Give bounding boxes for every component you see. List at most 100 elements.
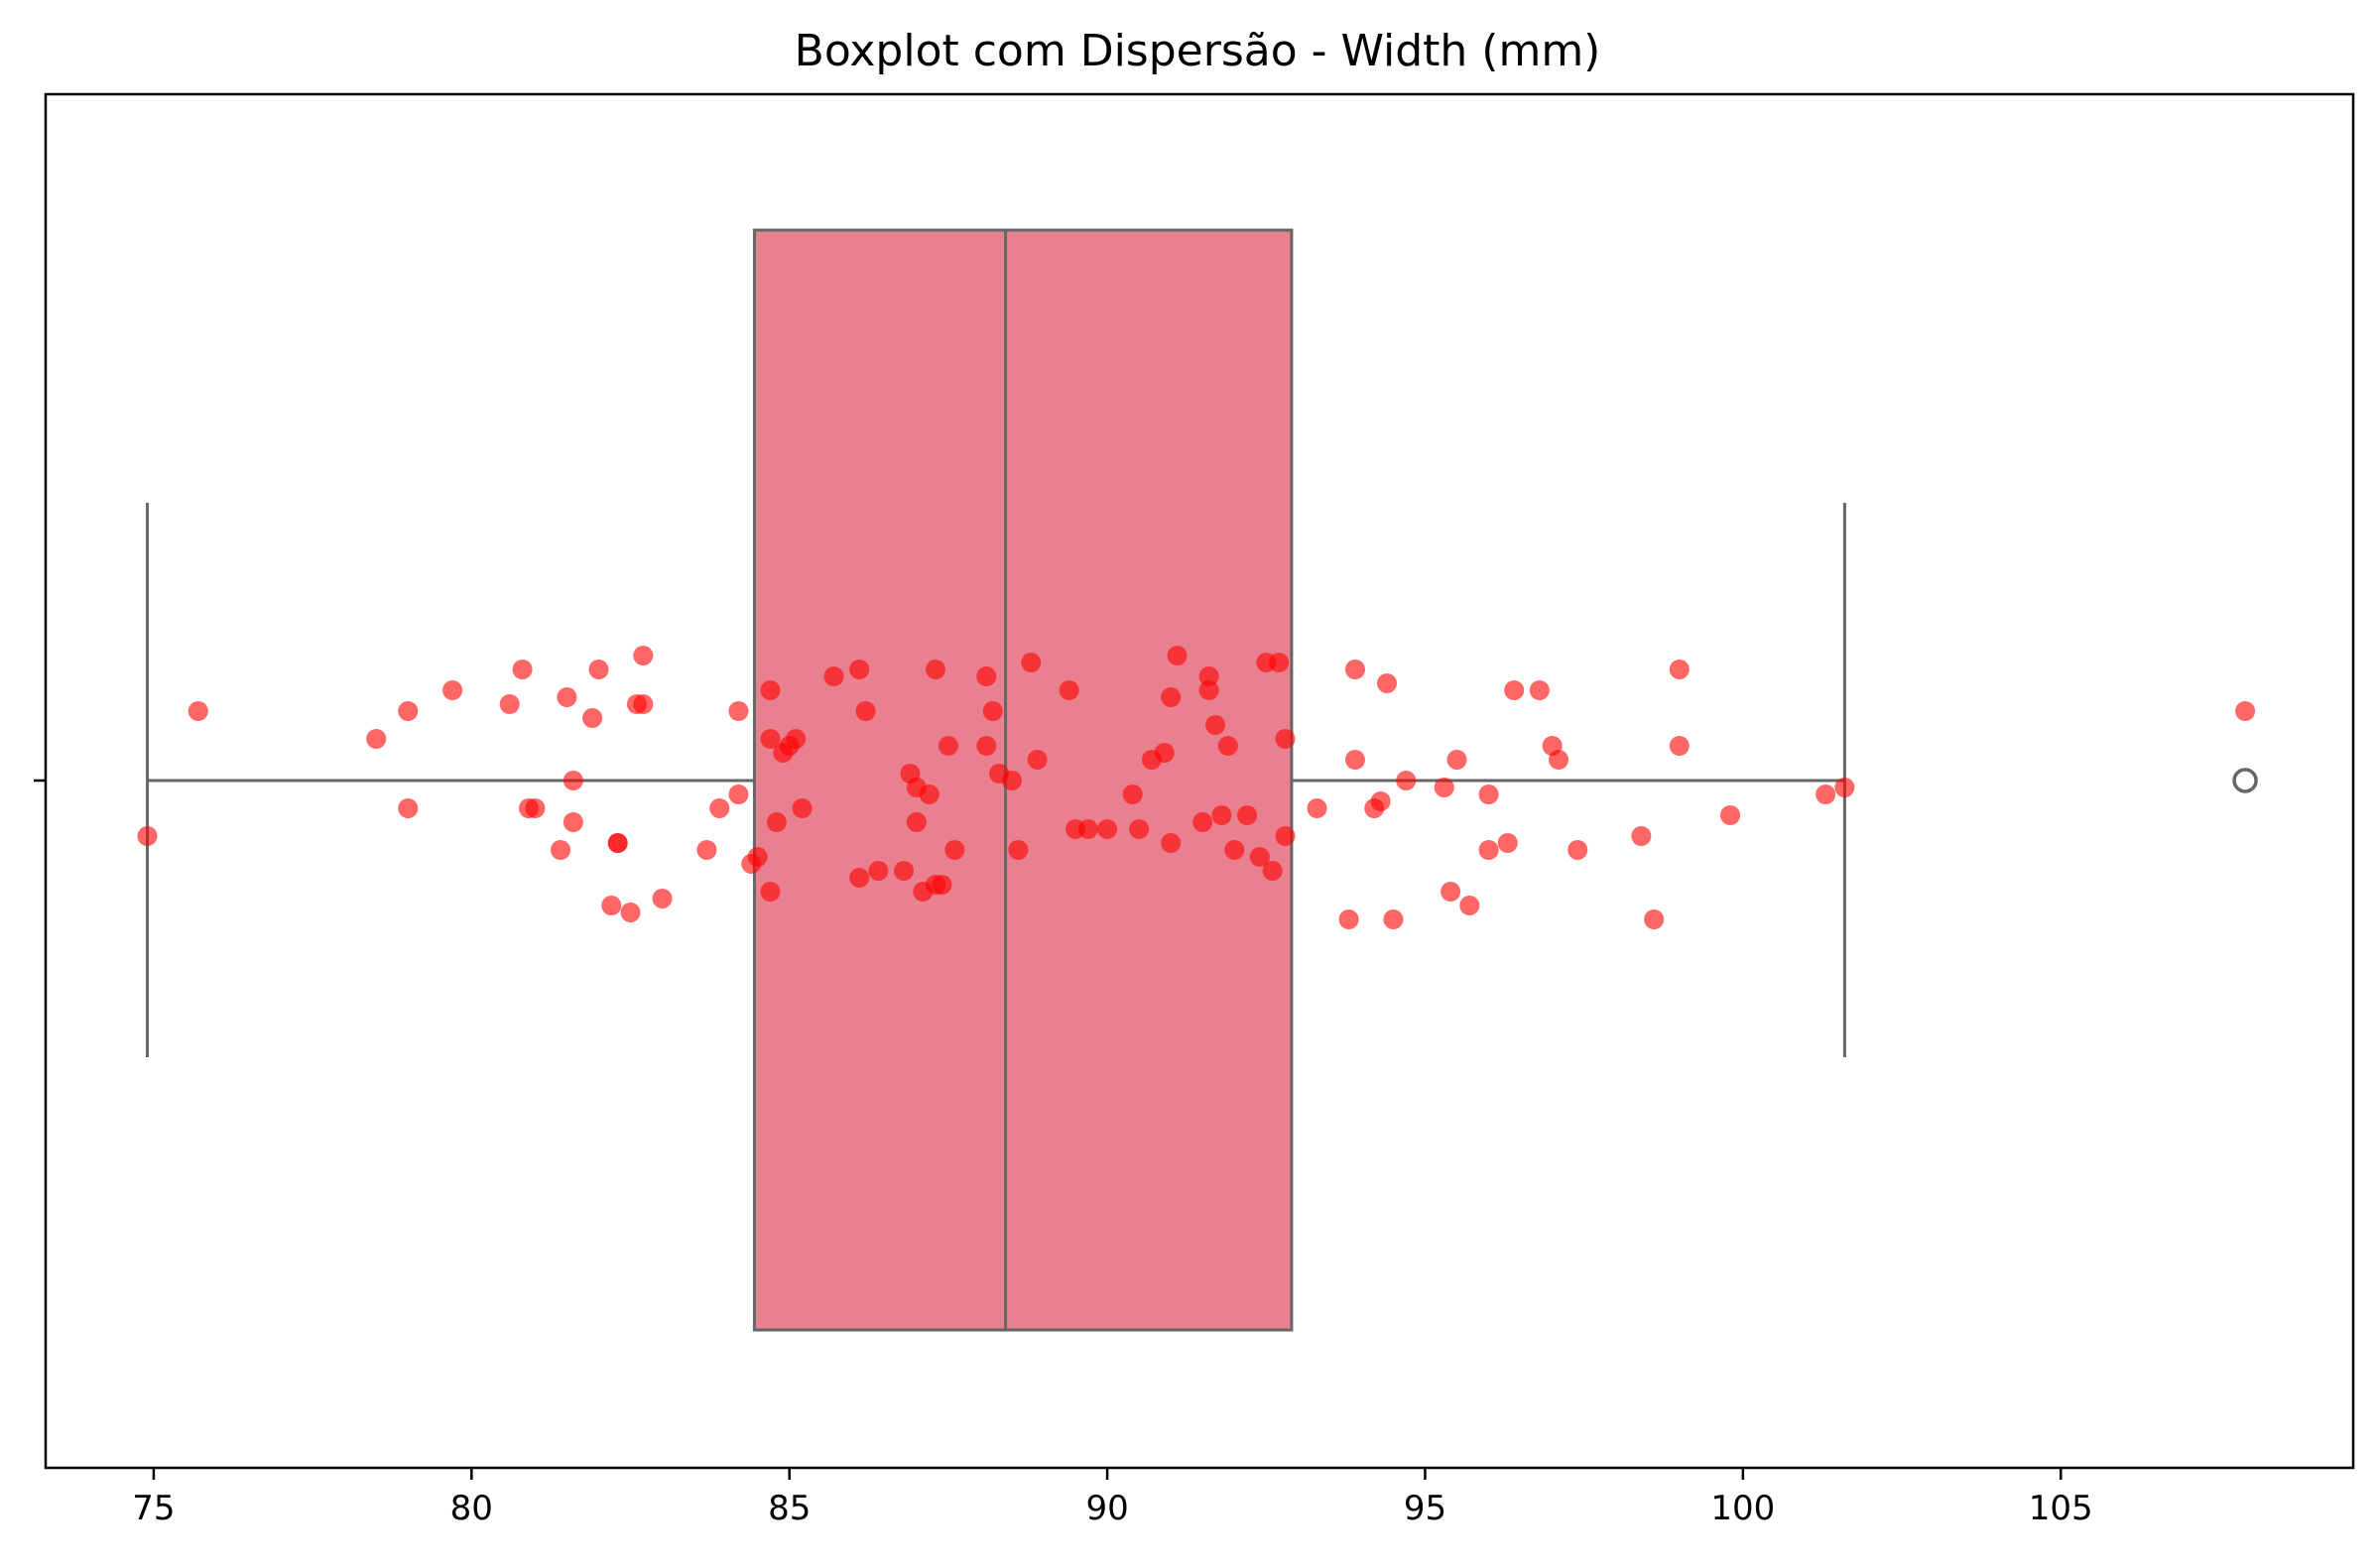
scatter-point bbox=[1192, 812, 1213, 832]
scatter-point bbox=[747, 847, 768, 867]
scatter-point bbox=[1129, 819, 1150, 839]
scatter-point bbox=[976, 736, 997, 756]
scatter-point bbox=[855, 701, 876, 721]
scatter-point bbox=[1161, 687, 1182, 707]
plot-layer bbox=[146, 228, 2258, 1332]
scatter-point bbox=[1249, 847, 1270, 867]
scatter-point bbox=[1497, 833, 1518, 853]
scatter-point bbox=[588, 660, 609, 679]
scatter-point bbox=[563, 812, 583, 832]
scatter-point bbox=[944, 840, 965, 860]
x-tick-label: 80 bbox=[450, 1489, 493, 1528]
scatter-point bbox=[1446, 750, 1467, 770]
scatter-point bbox=[582, 708, 603, 728]
scatter-point bbox=[906, 812, 927, 832]
scatter-point bbox=[1154, 743, 1175, 763]
scatter-point bbox=[1720, 805, 1741, 825]
scatter-point bbox=[1504, 680, 1525, 700]
iqr-box bbox=[752, 228, 1294, 1332]
scatter-point bbox=[1008, 840, 1029, 860]
scatter-point bbox=[1097, 819, 1118, 839]
scatter-point bbox=[366, 729, 387, 749]
scatter-point bbox=[551, 840, 571, 860]
scatter-point bbox=[1021, 653, 1042, 672]
scatter-point bbox=[1205, 715, 1226, 735]
scatter-point bbox=[932, 875, 952, 895]
scatter-point bbox=[607, 833, 628, 853]
scatter-point bbox=[823, 666, 844, 686]
scatter-point bbox=[938, 736, 958, 756]
x-tick-label: 85 bbox=[768, 1489, 811, 1528]
scatter-point bbox=[1370, 791, 1391, 811]
scatter-point bbox=[728, 701, 749, 721]
x-tick-label: 100 bbox=[1710, 1489, 1775, 1528]
scatter-point bbox=[1275, 826, 1296, 846]
scatter-point bbox=[696, 840, 717, 860]
scatter-point bbox=[1383, 909, 1404, 929]
scatter-point bbox=[1344, 660, 1365, 679]
scatter-point bbox=[652, 889, 673, 908]
scatter-point bbox=[1237, 805, 1258, 825]
outlier-marker bbox=[2232, 768, 2258, 793]
scatter-point bbox=[1001, 771, 1022, 790]
scatter-point bbox=[1198, 680, 1219, 700]
scatter-point bbox=[1307, 798, 1327, 818]
scatter-point bbox=[1396, 771, 1417, 790]
scatter-point bbox=[442, 680, 463, 700]
scatter-point bbox=[1434, 778, 1454, 797]
scatter-point bbox=[1059, 680, 1079, 700]
scatter-point bbox=[760, 680, 781, 700]
scatter-point bbox=[868, 861, 889, 881]
scatter-point bbox=[926, 660, 946, 679]
x-axis: 75 80 85 90 95 100 105 bbox=[34, 779, 2093, 1528]
x-tick-label: 75 bbox=[132, 1489, 175, 1528]
scatter-point bbox=[633, 694, 654, 714]
scatter-point bbox=[557, 687, 577, 707]
scatter-point bbox=[1459, 896, 1480, 915]
scatter-point bbox=[982, 701, 1003, 721]
scatter-point bbox=[1211, 805, 1232, 825]
scatter-point bbox=[766, 812, 787, 832]
scatter-point bbox=[398, 701, 419, 721]
scatter-point bbox=[512, 660, 533, 679]
scatter-point bbox=[398, 798, 419, 818]
chart-title: Boxplot com Dispersão - Width (mm) bbox=[795, 26, 1601, 76]
scatter-point bbox=[499, 694, 520, 714]
scatter-point bbox=[1549, 750, 1569, 770]
scatter-point bbox=[1122, 784, 1143, 804]
x-tick-label: 105 bbox=[2029, 1489, 2093, 1528]
scatter-point bbox=[137, 826, 158, 846]
scatter-point bbox=[1161, 833, 1182, 853]
scatter-point bbox=[1027, 750, 1048, 770]
scatter-point bbox=[1441, 882, 1461, 902]
scatter-point bbox=[1567, 840, 1588, 860]
scatter-point bbox=[1224, 840, 1245, 860]
scatter-point bbox=[1217, 736, 1238, 756]
scatter-point bbox=[525, 798, 546, 818]
scatter-point bbox=[760, 729, 781, 749]
scatter-point bbox=[1077, 819, 1098, 839]
scatter-point bbox=[1834, 778, 1855, 797]
scatter-point bbox=[792, 798, 813, 818]
scatter-point bbox=[1669, 736, 1690, 756]
scatter-point bbox=[1269, 653, 1290, 672]
scatter-point bbox=[709, 798, 730, 818]
scatter-point bbox=[188, 701, 208, 721]
scatter-point bbox=[1275, 729, 1296, 749]
scatter-point bbox=[1262, 861, 1283, 881]
scatter-point bbox=[1816, 784, 1836, 804]
scatter-point bbox=[1338, 909, 1359, 929]
scatter-point bbox=[1669, 660, 1690, 679]
scatter-point bbox=[1344, 750, 1365, 770]
scatter-point bbox=[620, 903, 641, 922]
scatter-point bbox=[849, 660, 870, 679]
scatter-point bbox=[1478, 784, 1499, 804]
scatter-point bbox=[1631, 826, 1652, 846]
scatter-point bbox=[1644, 909, 1665, 929]
scatter-point bbox=[633, 646, 654, 665]
scatter-point bbox=[563, 771, 583, 790]
points-layer bbox=[137, 646, 2256, 929]
scatter-point bbox=[760, 882, 781, 902]
scatter-point bbox=[1377, 673, 1398, 693]
